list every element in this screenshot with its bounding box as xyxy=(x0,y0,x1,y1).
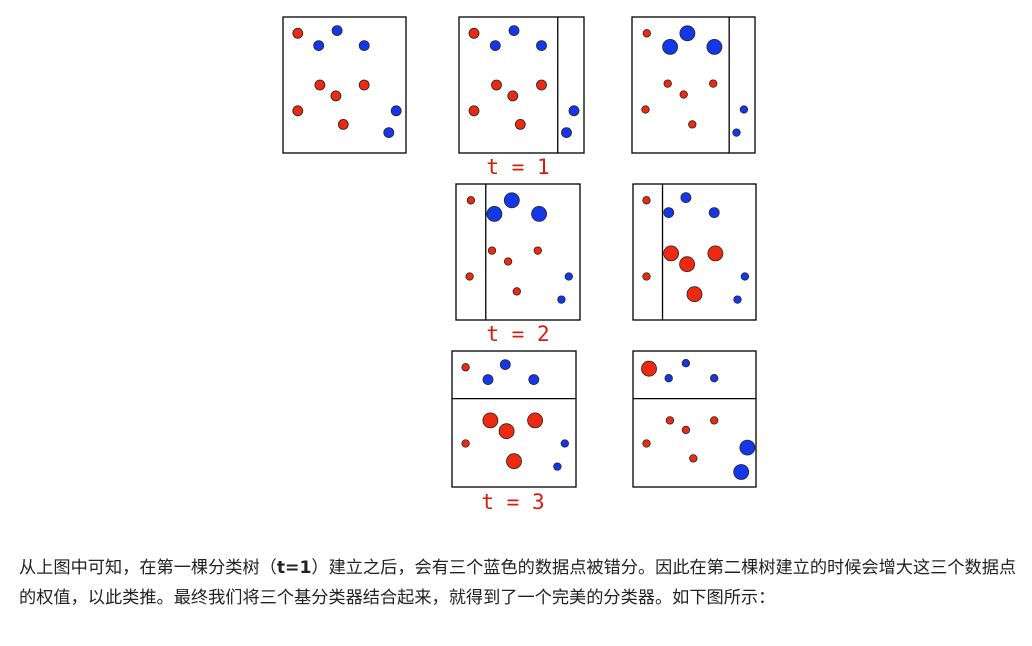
blue-data-point xyxy=(733,464,750,480)
red-data-point xyxy=(641,360,657,377)
blue-data-point xyxy=(664,374,673,383)
red-data-point xyxy=(527,412,543,429)
blue-data-point xyxy=(503,192,520,209)
panel-t3-split xyxy=(451,350,577,488)
red-data-point xyxy=(709,79,718,88)
blue-data-point xyxy=(662,39,678,55)
blue-data-point xyxy=(708,207,720,219)
paragraph-text-2: ）建立之后，会有三个蓝色的数据点被错分。因此在第二棵树建立的时候会增大这三个数据… xyxy=(19,558,1017,608)
blue-data-point xyxy=(383,127,395,139)
blue-data-point xyxy=(663,207,675,219)
panel-t3-weights xyxy=(632,350,757,488)
red-data-point xyxy=(689,454,698,463)
panel-t2-split xyxy=(455,183,581,321)
blue-data-point xyxy=(331,25,343,37)
red-data-point xyxy=(663,79,672,88)
red-data-point xyxy=(665,416,675,425)
blue-data-point xyxy=(732,128,741,137)
red-data-point xyxy=(686,286,703,303)
red-data-point xyxy=(642,439,651,448)
red-data-point xyxy=(679,256,695,273)
panel-t1-weights xyxy=(631,16,756,154)
blue-data-point xyxy=(499,359,511,371)
red-data-point xyxy=(506,453,522,470)
label-t2: t = 2 xyxy=(486,322,549,346)
red-data-point xyxy=(461,439,470,448)
red-data-point xyxy=(482,412,499,429)
blue-data-point xyxy=(536,40,547,51)
panel-t1-split xyxy=(458,16,585,154)
blue-data-point xyxy=(560,439,569,448)
red-data-point xyxy=(358,79,370,91)
red-data-point xyxy=(507,90,519,102)
red-data-point xyxy=(663,245,679,262)
blue-data-point xyxy=(679,25,696,42)
blue-data-point xyxy=(528,374,540,386)
red-data-point xyxy=(533,246,542,255)
blue-data-point xyxy=(739,439,756,456)
blue-data-point xyxy=(358,40,370,51)
panels-layer xyxy=(282,16,757,488)
blue-data-point xyxy=(486,205,503,222)
blue-data-point xyxy=(553,462,562,471)
blue-data-point xyxy=(568,105,580,117)
red-data-point xyxy=(536,79,547,91)
red-data-point xyxy=(707,245,724,262)
paragraph-text-1: 从上图中可知，在第一棵分类树（ xyxy=(19,558,277,578)
red-data-point xyxy=(498,423,515,440)
red-data-point xyxy=(466,196,476,205)
red-data-point xyxy=(503,257,513,266)
label-t1: t = 1 xyxy=(486,155,549,179)
red-data-point xyxy=(688,120,697,129)
blue-data-point xyxy=(390,105,402,117)
red-data-point xyxy=(679,90,688,99)
red-data-point xyxy=(642,29,651,38)
blue-data-point xyxy=(482,374,494,386)
red-data-point xyxy=(292,27,304,39)
red-data-point xyxy=(292,105,304,117)
panel-initial xyxy=(282,16,407,154)
red-data-point xyxy=(465,272,474,281)
red-data-point xyxy=(461,363,470,372)
blue-data-point xyxy=(739,105,749,114)
red-data-point xyxy=(491,79,502,91)
panel-t2-weights xyxy=(632,183,757,321)
label-t3: t = 3 xyxy=(481,490,544,514)
red-data-point xyxy=(514,119,526,130)
red-data-point xyxy=(512,287,521,296)
red-data-point xyxy=(642,272,651,281)
blue-data-point xyxy=(710,374,719,383)
red-data-point xyxy=(330,90,342,102)
red-data-point xyxy=(710,416,719,425)
blue-data-point xyxy=(313,40,325,51)
blue-data-point xyxy=(561,127,572,139)
blue-data-point xyxy=(740,272,750,281)
adaboost-diagram: t = 1 t = 2 t = 3 xyxy=(282,16,757,514)
red-data-point xyxy=(337,119,349,130)
blue-data-point xyxy=(531,205,547,222)
blue-data-point xyxy=(508,25,520,37)
red-data-point xyxy=(468,105,480,117)
blue-data-point xyxy=(680,192,692,204)
blue-data-point xyxy=(681,359,691,368)
red-data-point xyxy=(641,105,650,114)
blue-data-point xyxy=(733,295,742,304)
blue-data-point xyxy=(557,295,566,304)
explanation-paragraph: 从上图中可知，在第一棵分类树（t=1）建立之后，会有三个蓝色的数据点被错分。因此… xyxy=(19,553,1019,613)
blue-data-point xyxy=(564,272,573,281)
blue-data-point xyxy=(489,40,501,51)
red-data-point xyxy=(487,246,497,255)
red-data-point xyxy=(642,196,651,205)
red-data-point xyxy=(681,425,691,435)
blue-data-point xyxy=(706,39,723,55)
red-data-point xyxy=(314,79,326,91)
red-data-point xyxy=(468,27,480,39)
paragraph-bold-t1: t=1 xyxy=(276,558,312,578)
